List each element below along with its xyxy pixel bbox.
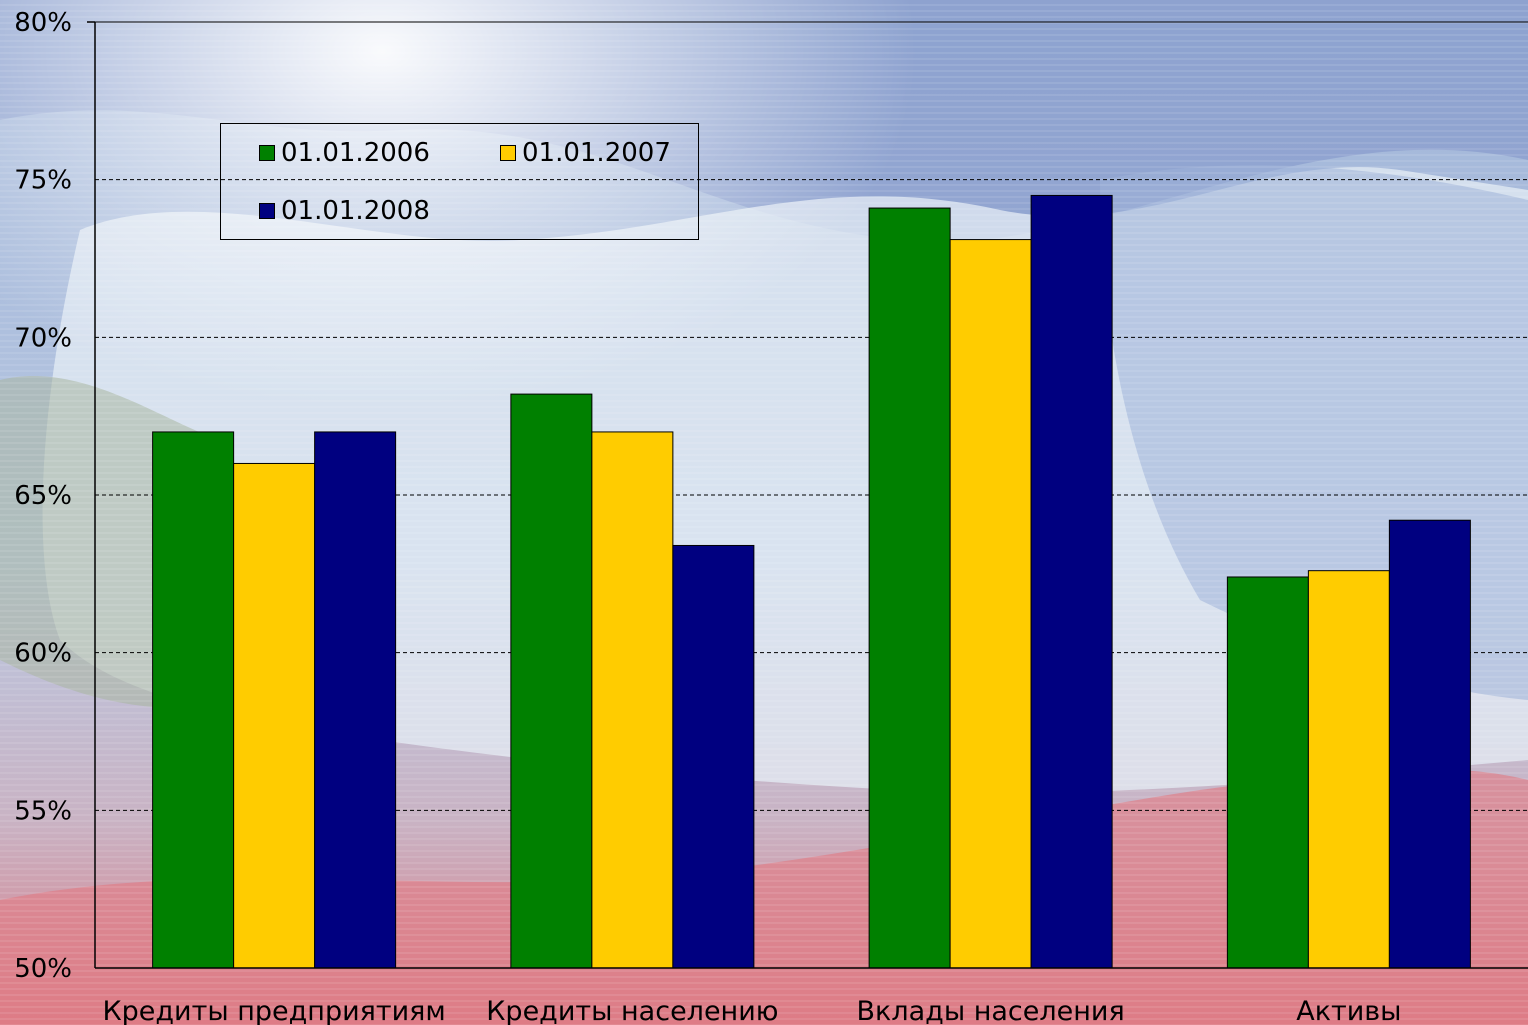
- bar-01-01-2008: [672, 544, 755, 969]
- y-tick-label: 65%: [14, 481, 72, 511]
- legend-swatch-2006: [259, 145, 275, 161]
- legend: 01.01.2006 01.01.2007 01.01.2008: [220, 123, 699, 240]
- bar-01-01-2006: [510, 393, 593, 969]
- bar-01-01-2006: [1226, 576, 1309, 969]
- legend-item-2008: 01.01.2008: [259, 196, 430, 226]
- axes: [87, 21, 1528, 969]
- y-tick-label: 50%: [14, 954, 72, 984]
- legend-label-2006: 01.01.2006: [281, 138, 430, 168]
- bar-01-01-2006: [868, 207, 951, 969]
- legend-label-2007: 01.01.2007: [522, 138, 671, 168]
- x-tick-label: Кредиты населению: [486, 996, 778, 1025]
- bar-01-01-2007: [1307, 570, 1390, 969]
- y-tick-label: 70%: [14, 323, 72, 353]
- bar-01-01-2007: [591, 431, 674, 969]
- bar-01-01-2007: [949, 239, 1032, 969]
- x-tick-label: Активы: [1296, 996, 1401, 1025]
- legend-item-2006: 01.01.2006: [259, 138, 430, 168]
- legend-swatch-2007: [500, 145, 516, 161]
- bars: [152, 194, 1471, 969]
- bar-01-01-2007: [233, 462, 316, 969]
- legend-swatch-2008: [259, 203, 275, 219]
- legend-label-2008: 01.01.2008: [281, 196, 430, 226]
- y-tick-label: 75%: [14, 166, 72, 196]
- bar-01-01-2008: [1030, 194, 1113, 969]
- x-tick-label: Кредиты предприятиям: [102, 996, 445, 1025]
- y-tick-label: 60%: [14, 639, 72, 669]
- y-tick-label: 80%: [14, 8, 72, 38]
- bar-01-01-2008: [1388, 519, 1471, 969]
- x-tick-labels: Кредиты предприятиям Кредиты населению Вкл…: [102, 996, 1401, 1025]
- bar-01-01-2006: [152, 431, 235, 969]
- y-tick-labels: 50% 55% 60% 65% 70% 75% 80%: [14, 8, 72, 984]
- y-tick-label: 55%: [14, 796, 72, 826]
- bar-01-01-2008: [314, 431, 397, 969]
- legend-item-2007: 01.01.2007: [500, 138, 671, 168]
- x-tick-label: Вклады населения: [857, 996, 1125, 1025]
